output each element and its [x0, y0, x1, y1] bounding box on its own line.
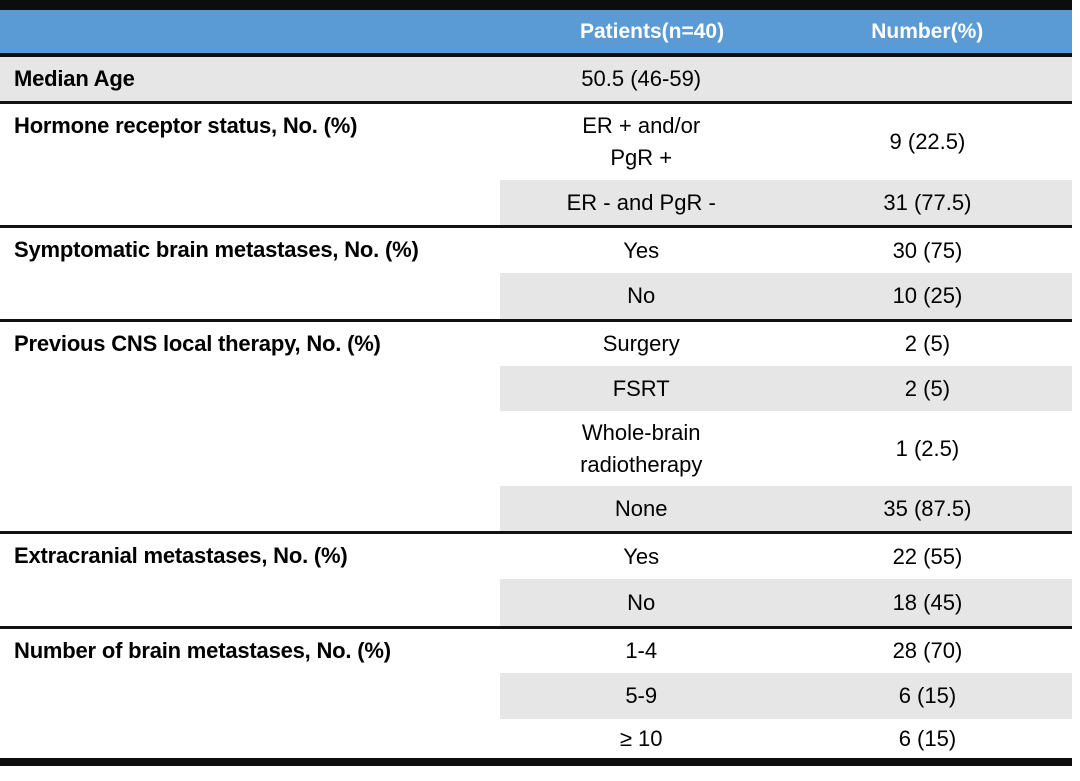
value-cell: No: [500, 579, 783, 626]
value-cell: FSRT: [500, 366, 783, 411]
number-cell: 2 (5): [904, 375, 951, 401]
table-row: No 10 (25): [499, 273, 1072, 319]
table-row: 50.5 (46-59): [500, 57, 1072, 101]
table-row: ER - and PgR - 31 (77.5): [499, 180, 1072, 225]
value-cell: ER - and PgR -: [500, 180, 783, 225]
table-row: ER + and/or PgR + 9 (22.5): [500, 104, 1072, 180]
number-cell: 1 (2.5): [895, 435, 960, 461]
number-cell: 31 (77.5): [883, 189, 972, 215]
header-col-patients: Patients(n=40): [579, 19, 725, 43]
table-row: Yes 22 (55): [500, 534, 1072, 579]
value-line: Surgery: [602, 331, 680, 356]
value-line: 1-4: [625, 638, 658, 663]
value-line: No: [627, 283, 656, 308]
table-row: 1-4 28 (70): [500, 629, 1072, 673]
value-cell: ER + and/or PgR +: [500, 104, 783, 180]
table-header-row: Patients(n=40) Number(%): [0, 0, 1072, 57]
header-col-number: Number(%): [871, 19, 984, 43]
value-cell: Yes: [500, 228, 783, 273]
value-line: 50.5 (46-59): [581, 66, 702, 91]
table-row: ≥ 10 6 (15): [500, 719, 1072, 758]
number-cell: 28 (70): [892, 638, 963, 663]
value-line: Whole-brain: [581, 419, 701, 445]
section-previous-cns-local-therapy: Previous CNS local therapy, No. (%) Surg…: [0, 322, 1072, 534]
header-col-empty: [0, 10, 500, 53]
value-cell: Surgery: [500, 322, 783, 366]
patient-characteristics-table: Patients(n=40) Number(%) Median Age 50.5…: [0, 0, 1072, 766]
section-label: Number of brain metastases, No. (%): [14, 638, 391, 663]
table-row: FSRT 2 (5): [499, 366, 1072, 411]
section-symptomatic-brain-metastases: Symptomatic brain metastases, No. (%) Ye…: [0, 228, 1072, 322]
number-cell: 9 (22.5): [889, 129, 966, 154]
value-cell: 50.5 (46-59): [500, 57, 783, 101]
number-cell: 18 (45): [892, 589, 963, 615]
value-cell: None: [500, 486, 783, 531]
section-hormone-receptor-status: Hormone receptor status, No. (%) ER + an…: [0, 104, 1072, 228]
number-cell: 30 (75): [892, 237, 963, 263]
value-line: Yes: [623, 237, 660, 263]
table-row: Yes 30 (75): [500, 228, 1072, 273]
table-row: Whole-brain radiotherapy 1 (2.5): [500, 411, 1072, 486]
value-cell: 5-9: [500, 673, 783, 719]
value-cell: No: [500, 273, 783, 319]
value-cell: Yes: [500, 534, 783, 579]
table-row: Surgery 2 (5): [500, 322, 1072, 366]
value-line: ER + and/or: [582, 113, 701, 138]
section-label: Symptomatic brain metastases, No. (%): [14, 237, 419, 262]
value-line: No: [627, 589, 656, 615]
value-line: ER - and PgR -: [566, 189, 716, 215]
value-line: radiotherapy: [580, 451, 703, 477]
value-line: Yes: [623, 543, 660, 569]
number-cell: [783, 57, 1072, 101]
number-cell: 6 (15): [898, 725, 957, 751]
value-cell: ≥ 10: [500, 719, 783, 758]
section-extracranial-metastases: Extracranial metastases, No. (%) Yes 22 …: [0, 534, 1072, 629]
number-cell: 22 (55): [892, 543, 963, 569]
number-cell: 2 (5): [904, 331, 951, 356]
section-label: Previous CNS local therapy, No. (%): [14, 331, 381, 356]
value-cell: Whole-brain radiotherapy: [500, 411, 783, 486]
number-cell: 35 (87.5): [883, 495, 972, 521]
section-median-age: Median Age 50.5 (46-59): [0, 57, 1072, 104]
table-row: 5-9 6 (15): [499, 673, 1072, 719]
table-row: None 35 (87.5): [499, 486, 1072, 531]
section-number-of-brain-metastases: Number of brain metastases, No. (%) 1-4 …: [0, 629, 1072, 766]
section-label: Extracranial metastases, No. (%): [14, 543, 348, 568]
value-line: ≥ 10: [619, 725, 663, 751]
number-cell: 10 (25): [892, 283, 963, 308]
section-label: Median Age: [14, 66, 135, 91]
value-line: 5-9: [625, 683, 658, 708]
table-row: No 18 (45): [499, 579, 1072, 626]
value-line: None: [614, 495, 668, 521]
section-label: Hormone receptor status, No. (%): [14, 113, 358, 138]
value-line: FSRT: [612, 375, 670, 401]
value-line: PgR +: [610, 145, 673, 170]
number-cell: 6 (15): [898, 683, 957, 708]
value-cell: 1-4: [500, 629, 783, 673]
